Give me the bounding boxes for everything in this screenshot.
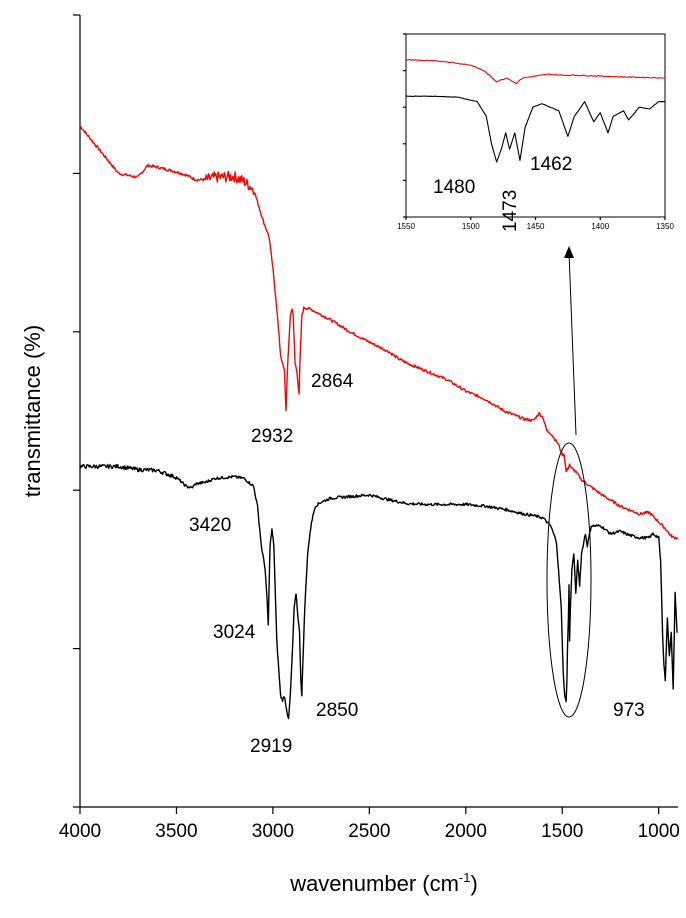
inset-x-tick-label: 1400 (591, 222, 609, 231)
x-tick-label: 4000 (59, 821, 101, 842)
inset-x-ticks: 1550 1500 1450 1400 1350 (397, 217, 674, 231)
peak-label-2919: 2919 (250, 736, 292, 757)
x-tick-label: 1000 (638, 821, 680, 842)
x-tick-label: 3500 (155, 821, 197, 842)
main-series-group (79, 125, 679, 720)
peak-label-2864: 2864 (311, 371, 354, 392)
x-axis-title-superscript: -1 (459, 870, 471, 885)
x-axis-title-close: ) (470, 871, 477, 896)
inset-red-spectrum-line (405, 58, 666, 85)
y-ticks (73, 14, 80, 808)
inset-x-tick-label: 1550 (397, 222, 415, 231)
inset-peak-label-1462: 1462 (530, 154, 572, 175)
highlight-callout (546, 246, 592, 718)
black-spectrum-line (79, 463, 678, 720)
callout-arrow-head (564, 246, 574, 258)
peak-label-973: 973 (613, 700, 645, 721)
callout-arrow (568, 251, 577, 436)
highlight-ellipse (546, 442, 592, 718)
inset-y-ticks (403, 33, 406, 218)
x-tick-label: 1500 (541, 821, 583, 842)
red-spectrum-line (79, 125, 679, 540)
x-tick-label: 2000 (445, 821, 487, 842)
inset-peak-label-1480: 1480 (433, 177, 475, 198)
x-tick-label: 3000 (252, 821, 294, 842)
inset-x-tick-label: 1500 (462, 222, 480, 231)
peak-label-2932: 2932 (251, 426, 293, 447)
x-ticks: 4000 3500 3000 2500 2000 1500 1000 (59, 807, 680, 842)
peak-label-3024: 3024 (213, 622, 256, 643)
main-plot-frame (79, 15, 678, 808)
peak-labels: 2932 2864 3420 3024 2919 2850 973 (189, 371, 645, 757)
inset-plot: 1550 1500 1450 1400 1350 1480 1473 1462 (397, 33, 674, 232)
inset-peak-label-1473: 1473 (500, 190, 521, 232)
inset-x-tick-label: 1350 (656, 222, 674, 231)
x-axis-title: wavenumber (cm-1) (289, 870, 478, 896)
x-tick-label: 2500 (348, 821, 390, 842)
peak-label-2850: 2850 (316, 700, 358, 721)
inset-x-tick-label: 1450 (527, 222, 545, 231)
inset-black-spectrum-line (405, 95, 666, 163)
peak-label-3420: 3420 (189, 515, 231, 536)
y-axis-title: transmittance (%) (20, 325, 45, 497)
x-axis-title-main: wavenumber (cm (289, 871, 459, 896)
inset-series-group (405, 58, 666, 163)
inset-frame (405, 33, 666, 218)
